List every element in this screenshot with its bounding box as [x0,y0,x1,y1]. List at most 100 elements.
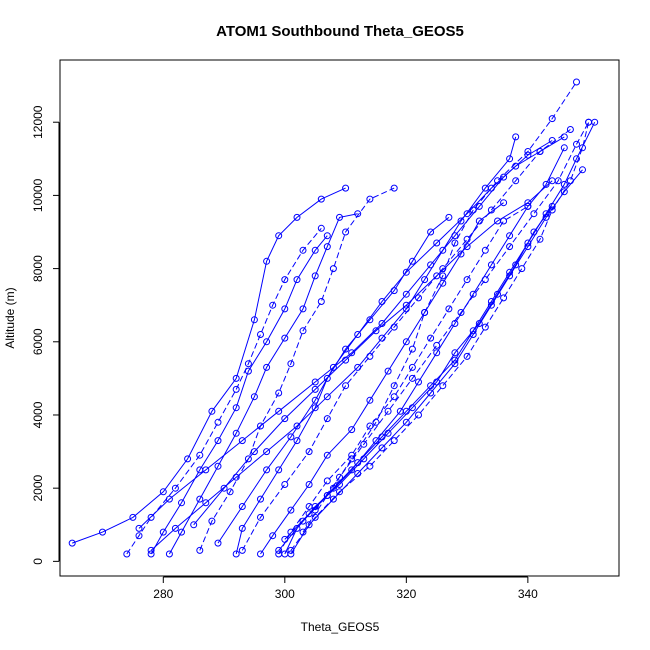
data-point [323,451,331,459]
data-point [487,206,495,214]
data-point [366,195,374,203]
data-point [451,232,459,240]
data-point [396,407,404,415]
data-point [402,290,410,298]
data-point [342,382,350,390]
data-point [372,418,380,426]
x-tick-label: 280 [153,587,173,601]
series-2 [123,224,325,558]
data-point [445,305,453,313]
data-point [269,532,277,540]
data-point [427,228,435,236]
data-point [439,279,447,287]
series-line [278,147,565,551]
data-point [384,367,392,375]
data-point [579,166,586,174]
data-point [287,550,295,558]
data-point [244,455,252,463]
data-point [293,276,301,284]
data-point [299,305,307,313]
series-14 [299,78,580,536]
series-line [199,187,395,551]
series-1 [68,184,350,547]
data-point [536,148,544,155]
series-line [302,81,577,533]
data-point [196,451,204,459]
data-point [530,210,538,218]
series-17 [238,126,574,554]
data-point [487,298,495,305]
data-point [524,151,532,159]
data-point [317,224,325,232]
data-point [566,126,574,133]
data-point [463,352,471,360]
data-point [548,115,556,123]
data-point [573,155,580,163]
data-point [445,213,453,221]
data-point [311,378,319,386]
data-point [257,513,264,521]
data-point [573,78,580,86]
data-point [281,415,289,423]
data-point [506,268,514,276]
data-point [342,345,350,353]
data-point [560,133,568,141]
data-point [408,363,416,371]
data-point [439,246,447,254]
data-point [542,180,550,188]
y-axis-label: Altitude (m) [3,287,17,348]
data-point [214,539,222,547]
data-point [165,550,173,558]
data-point [336,473,343,481]
y-tick-label: 12000 [31,105,45,139]
data-point [238,546,246,554]
data-point [257,331,264,338]
data-point [232,550,240,558]
x-tick-label: 320 [396,587,416,601]
x-tick-label: 340 [518,587,538,601]
data-point [293,524,301,532]
data-point [384,407,392,415]
data-point [354,210,362,218]
data-point [329,265,337,273]
y-tick-label: 4000 [31,401,45,428]
data-point [408,374,416,382]
data-point [372,437,380,445]
series-3 [147,232,331,558]
x-tick-label: 300 [275,587,295,601]
series-line [278,205,529,555]
data-point [123,550,131,558]
data-point [542,210,550,218]
data-point [433,341,441,349]
y-tick-label: 8000 [31,255,45,282]
data-point [512,177,520,185]
data-point [500,199,508,207]
data-point [402,338,410,346]
data-point [275,232,283,240]
data-point [336,488,343,496]
data-point [427,334,435,342]
data-point [232,374,240,382]
data-point [287,433,295,441]
data-point [257,422,264,430]
data-point [323,393,331,401]
data-point [451,239,459,247]
data-point [469,290,477,298]
data-point [287,546,295,554]
data-point [244,360,252,368]
series-line [72,187,346,544]
series-line [150,136,517,551]
data-point [311,385,319,393]
data-point [463,276,471,284]
data-point [202,499,210,507]
series-18 [190,177,556,529]
data-point [250,393,258,401]
series-line [193,180,553,526]
data-point [506,155,514,163]
data-point [560,180,568,188]
data-point [311,404,319,412]
series-line [290,169,583,555]
data-point [457,309,465,316]
data-point [348,455,356,463]
